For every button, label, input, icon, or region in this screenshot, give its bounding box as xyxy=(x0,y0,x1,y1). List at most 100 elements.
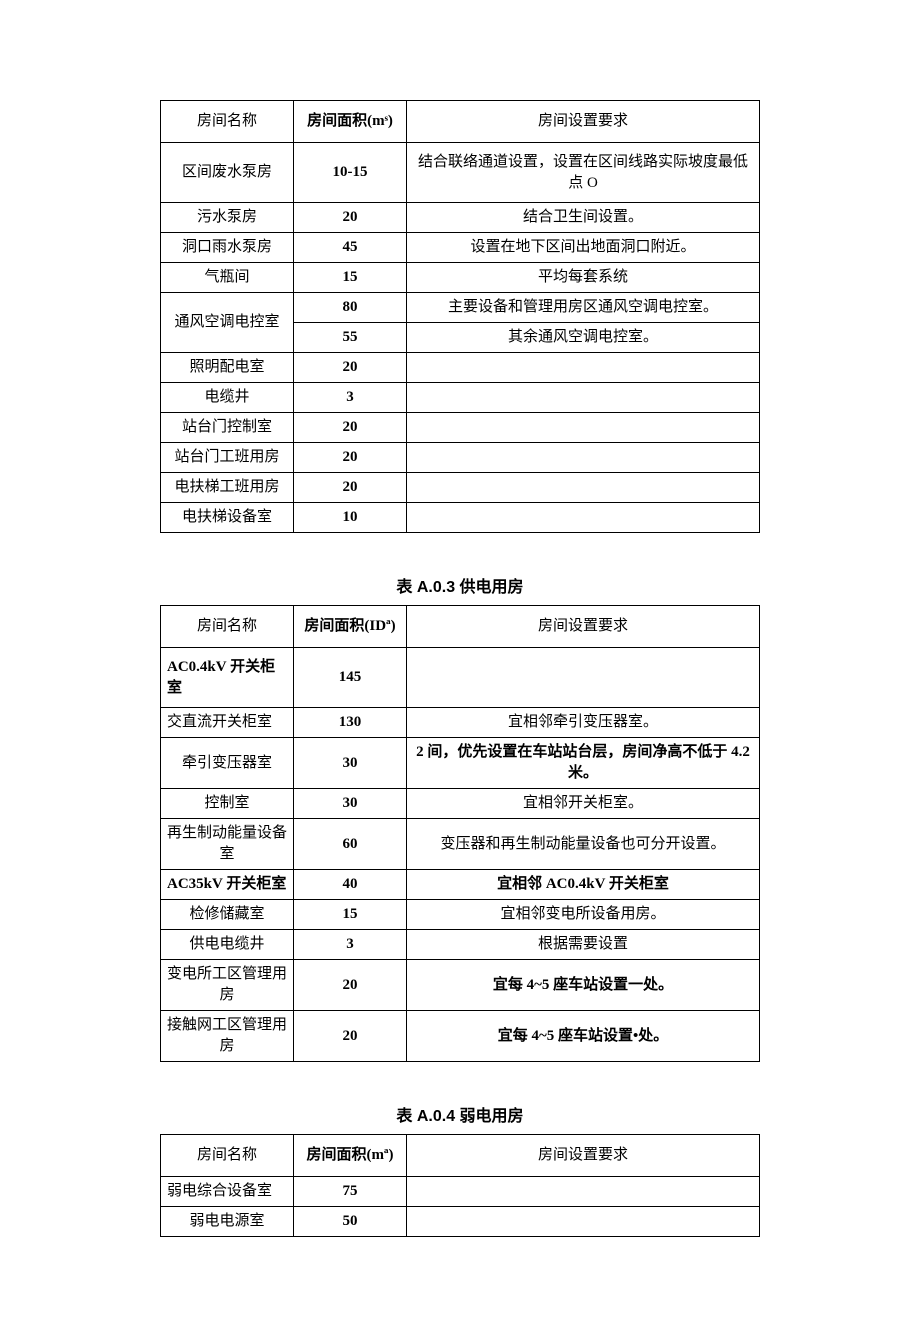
table-row: 区间废水泵房10-15结合联络通道设置，设置在区间线路实际坡度最低点 O xyxy=(161,143,760,203)
table-row: 供电电缆井3根据需要设置 xyxy=(161,930,760,960)
cell-area: 145 xyxy=(294,648,407,708)
table-row: 弱电电源室50 xyxy=(161,1207,760,1237)
table-row: AC35kV 开关柜室40宜相邻 AC0.4kV 开关柜室 xyxy=(161,870,760,900)
cell-area: 40 xyxy=(294,870,407,900)
cell-req: 根据需要设置 xyxy=(407,930,760,960)
cell-req: 结合联络通道设置，设置在区间线路实际坡度最低点 O xyxy=(407,143,760,203)
cell-area: 20 xyxy=(294,443,407,473)
header-req: 房间设置要求 xyxy=(407,606,760,648)
cell-area: 20 xyxy=(294,473,407,503)
table-row: 接触网工区管理用房20宜每 4~5 座车站设置•处。 xyxy=(161,1011,760,1062)
header-name: 房间名称 xyxy=(161,606,294,648)
table-row: 牵引变压器室302 间，优先设置在车站站台层，房间净高不低于 4.2 米。 xyxy=(161,738,760,789)
cell-area: 30 xyxy=(294,789,407,819)
cell-area: 3 xyxy=(294,930,407,960)
header-req: 房间设置要求 xyxy=(407,101,760,143)
header-area: 房间面积(mˢ) xyxy=(294,101,407,143)
room-table-3: 房间名称 房间面积(mª) 房间设置要求 弱电综合设备室75弱电电源室50 xyxy=(160,1134,760,1237)
table-row: 站台门控制室20 xyxy=(161,413,760,443)
cell-area: 10-15 xyxy=(294,143,407,203)
cell-name: 站台门控制室 xyxy=(161,413,294,443)
cell-req: 主要设备和管理用房区通风空调电控室。 xyxy=(407,293,760,323)
table-row: 检修储藏室15宜相邻变电所设备用房。 xyxy=(161,900,760,930)
cell-req xyxy=(407,383,760,413)
cell-name: 接触网工区管理用房 xyxy=(161,1011,294,1062)
cell-name: 电缆井 xyxy=(161,383,294,413)
cell-name: 电扶梯设备室 xyxy=(161,503,294,533)
cell-area: 55 xyxy=(294,323,407,353)
table-row: 变电所工区管理用房20宜每 4~5 座车站设置一处。 xyxy=(161,960,760,1011)
table-row: 再生制动能量设备室60变压器和再生制动能量设备也可分开设置。 xyxy=(161,819,760,870)
cell-area: 15 xyxy=(294,900,407,930)
cell-name: 交直流开关柜室 xyxy=(161,708,294,738)
header-name: 房间名称 xyxy=(161,101,294,143)
table-row: 电扶梯设备室10 xyxy=(161,503,760,533)
table-row: AC0.4kV 开关柜室145 xyxy=(161,648,760,708)
table-row: 电缆井3 xyxy=(161,383,760,413)
cell-req: 结合卫生间设置。 xyxy=(407,203,760,233)
cell-area: 20 xyxy=(294,203,407,233)
cell-name: 气瓶间 xyxy=(161,263,294,293)
room-table-1: 房间名称 房间面积(mˢ) 房间设置要求 区间废水泵房10-15结合联络通道设置… xyxy=(160,100,760,533)
cell-area: 80 xyxy=(294,293,407,323)
cell-req: 其余通风空调电控室。 xyxy=(407,323,760,353)
cell-name: 站台门工班用房 xyxy=(161,443,294,473)
cell-name: 弱电综合设备室 xyxy=(161,1177,294,1207)
cell-name: 污水泵房 xyxy=(161,203,294,233)
cell-area: 30 xyxy=(294,738,407,789)
cell-name: 通风空调电控室 xyxy=(161,293,294,353)
table-row: 污水泵房20结合卫生间设置。 xyxy=(161,203,760,233)
header-req: 房间设置要求 xyxy=(407,1135,760,1177)
table-row: 照明配电室20 xyxy=(161,353,760,383)
cell-name: 照明配电室 xyxy=(161,353,294,383)
cell-area: 20 xyxy=(294,1011,407,1062)
cell-area: 130 xyxy=(294,708,407,738)
cell-area: 15 xyxy=(294,263,407,293)
cell-name: 变电所工区管理用房 xyxy=(161,960,294,1011)
cell-name: 弱电电源室 xyxy=(161,1207,294,1237)
cell-name: AC35kV 开关柜室 xyxy=(161,870,294,900)
cell-req: 宜相邻 AC0.4kV 开关柜室 xyxy=(407,870,760,900)
cell-area: 10 xyxy=(294,503,407,533)
table2-title: 表 A.0.3 供电用房 xyxy=(160,573,760,597)
cell-name: 电扶梯工班用房 xyxy=(161,473,294,503)
cell-req xyxy=(407,443,760,473)
cell-req: 宜相邻开关柜室。 xyxy=(407,789,760,819)
cell-req: 宜每 4~5 座车站设置一处。 xyxy=(407,960,760,1011)
cell-req: 宜相邻变电所设备用房。 xyxy=(407,900,760,930)
cell-req: 平均每套系统 xyxy=(407,263,760,293)
cell-name: 控制室 xyxy=(161,789,294,819)
cell-req xyxy=(407,1177,760,1207)
table-row: 交直流开关柜室130宜相邻牵引变压器室。 xyxy=(161,708,760,738)
cell-req xyxy=(407,1207,760,1237)
cell-name: 检修储藏室 xyxy=(161,900,294,930)
cell-name: 供电电缆井 xyxy=(161,930,294,960)
cell-req: 设置在地下区间出地面洞口附近。 xyxy=(407,233,760,263)
cell-area: 20 xyxy=(294,413,407,443)
table-row: 通风空调电控室80主要设备和管理用房区通风空调电控室。 xyxy=(161,293,760,323)
cell-req xyxy=(407,648,760,708)
table-header-row: 房间名称 房间面积(mª) 房间设置要求 xyxy=(161,1135,760,1177)
cell-name: 区间废水泵房 xyxy=(161,143,294,203)
table-row: 弱电综合设备室75 xyxy=(161,1177,760,1207)
cell-name: 牵引变压器室 xyxy=(161,738,294,789)
cell-area: 50 xyxy=(294,1207,407,1237)
header-area: 房间面积(IDª) xyxy=(294,606,407,648)
cell-name: AC0.4kV 开关柜室 xyxy=(161,648,294,708)
cell-area: 3 xyxy=(294,383,407,413)
cell-req xyxy=(407,413,760,443)
table-header-row: 房间名称 房间面积(mˢ) 房间设置要求 xyxy=(161,101,760,143)
cell-name: 再生制动能量设备室 xyxy=(161,819,294,870)
table-row: 电扶梯工班用房20 xyxy=(161,473,760,503)
cell-req xyxy=(407,473,760,503)
cell-req xyxy=(407,503,760,533)
table-row: 控制室30宜相邻开关柜室。 xyxy=(161,789,760,819)
table-row: 站台门工班用房20 xyxy=(161,443,760,473)
table3-title: 表 A.0.4 弱电用房 xyxy=(160,1102,760,1126)
cell-area: 20 xyxy=(294,353,407,383)
cell-area: 75 xyxy=(294,1177,407,1207)
cell-req xyxy=(407,353,760,383)
header-name: 房间名称 xyxy=(161,1135,294,1177)
cell-req: 宜相邻牵引变压器室。 xyxy=(407,708,760,738)
cell-req: 2 间，优先设置在车站站台层，房间净高不低于 4.2 米。 xyxy=(407,738,760,789)
